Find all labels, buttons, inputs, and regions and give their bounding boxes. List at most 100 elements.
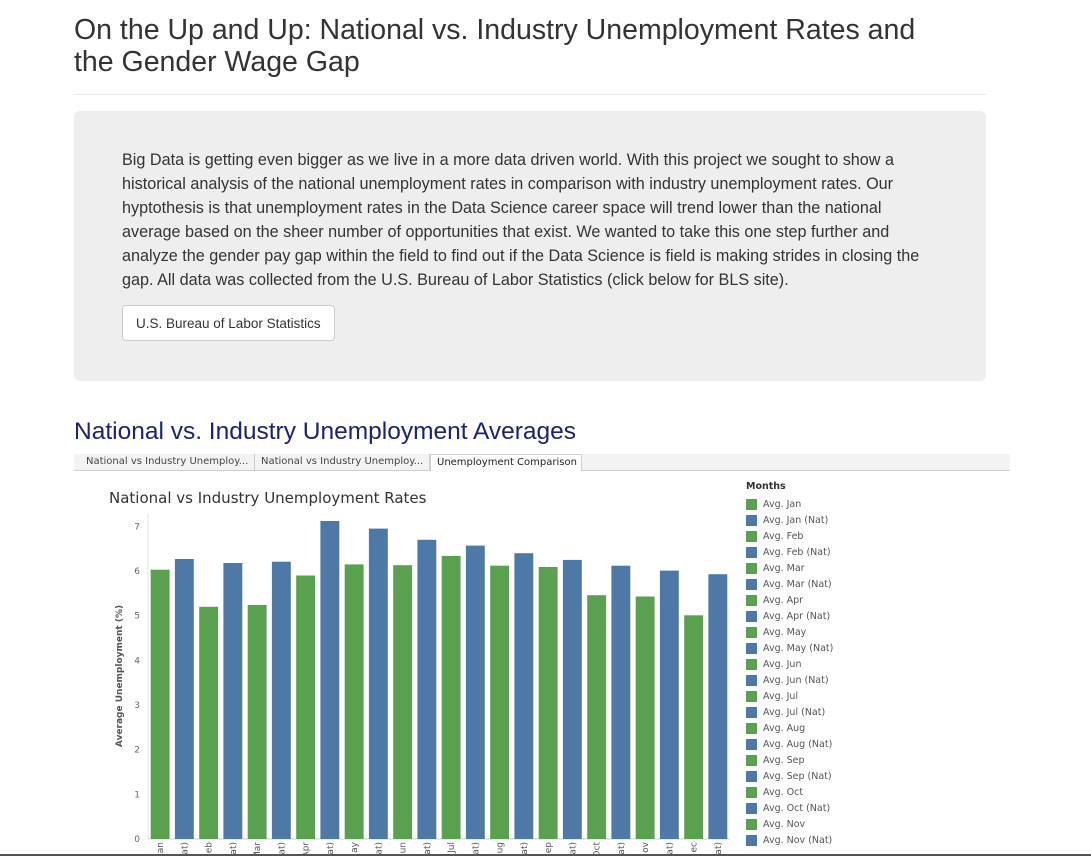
legend-label: Avg. May xyxy=(763,626,807,638)
bar xyxy=(368,528,388,839)
months-legend: Months Avg. Jan Avg. Jan (Nat) Avg. Feb Avg… xyxy=(746,481,946,848)
legend-swatch xyxy=(746,690,757,702)
legend-item[interactable]: Avg. Feb xyxy=(746,528,946,544)
bar xyxy=(538,567,558,839)
legend-label: Avg. Nov (Nat) xyxy=(763,834,833,846)
bar xyxy=(611,565,631,839)
legend-item[interactable]: Avg. Apr xyxy=(746,592,946,608)
x-tick-label: an xyxy=(156,842,166,853)
x-tick-label: ay xyxy=(350,841,360,853)
x-tick-label: at) xyxy=(326,842,336,855)
legend-item[interactable]: Avg. Nov xyxy=(746,816,946,832)
title-divider xyxy=(74,94,986,95)
legend-title: Months xyxy=(746,481,786,492)
legend-swatch xyxy=(746,530,757,542)
tab-unemployment-comparison[interactable]: Unemployment Comparison xyxy=(430,454,582,471)
x-tick-label: at) xyxy=(423,842,433,855)
x-tick-label: ov xyxy=(641,841,651,853)
legend-item[interactable]: Avg. Aug (Nat) xyxy=(746,736,946,752)
x-tick-label: Apr xyxy=(302,842,312,856)
legend-item[interactable]: Avg. Mar xyxy=(746,560,946,576)
y-tick-label: 1 xyxy=(134,790,140,800)
x-tick-label: Mar xyxy=(253,842,263,856)
legend-item[interactable]: Avg. May (Nat) xyxy=(746,640,946,656)
tableau-viz: National vs Industry Unemployment Rates … xyxy=(74,471,1010,856)
bar xyxy=(199,606,219,839)
x-tick-label: ec xyxy=(690,842,700,853)
x-tick-label: at) xyxy=(665,842,675,855)
legend-label: Avg. Oct xyxy=(763,786,804,798)
legend-item[interactable]: Avg. Aug xyxy=(746,720,946,736)
x-tick-label: ug xyxy=(496,842,506,853)
legend-swatch xyxy=(746,642,757,654)
legend-item[interactable]: Avg. Jul (Nat) xyxy=(746,704,946,720)
bar xyxy=(659,570,679,839)
bar xyxy=(223,563,243,839)
legend-label: Avg. Apr xyxy=(763,594,804,606)
legend-item[interactable]: Avg. Nov (Nat) xyxy=(746,832,946,848)
legend-item[interactable]: Avg. May xyxy=(746,624,946,640)
legend-swatch xyxy=(746,738,757,750)
x-tick-label: Jul xyxy=(447,842,457,854)
section-title: National vs. Industry Unemployment Avera… xyxy=(74,418,577,445)
legend-label: Avg. Jan xyxy=(763,498,802,510)
legend-label: Avg. Feb (Nat) xyxy=(763,546,831,558)
y-tick-label: 7 xyxy=(134,522,140,532)
bls-site-button[interactable]: U.S. Bureau of Labor Statistics xyxy=(122,305,335,341)
tableau-tab-bar: National vs Industry Unemploy... Nationa… xyxy=(74,454,1010,471)
legend-swatch xyxy=(746,802,757,814)
legend-item[interactable]: Avg. Sep (Nat) xyxy=(746,768,946,784)
legend-swatch xyxy=(746,610,757,622)
x-tick-label: at) xyxy=(520,842,530,855)
tab-national-vs-industry-2[interactable]: National vs Industry Unemploy... xyxy=(255,454,430,470)
legend-item[interactable]: Avg. Jun xyxy=(746,656,946,672)
legend-item[interactable]: Avg. Jun (Nat) xyxy=(746,672,946,688)
legend-item[interactable]: Avg. Oct xyxy=(746,784,946,800)
legend-swatch xyxy=(746,722,757,734)
intro-panel: Big Data is getting even bigger as we li… xyxy=(74,111,986,381)
legend-swatch xyxy=(746,834,757,846)
legend-label: Avg. Jun xyxy=(763,658,802,670)
legend-item[interactable]: Avg. Sep xyxy=(746,752,946,768)
x-tick-label: ep xyxy=(544,842,554,854)
legend-item[interactable]: Avg. Mar (Nat) xyxy=(746,576,946,592)
legend-swatch xyxy=(746,562,757,574)
y-tick-label: 0 xyxy=(134,835,140,845)
legend-label: Avg. May (Nat) xyxy=(763,642,834,654)
bar xyxy=(296,575,316,839)
bar xyxy=(587,595,607,839)
y-tick-label: 3 xyxy=(134,701,140,711)
legend-item[interactable]: Avg. Apr (Nat) xyxy=(746,608,946,624)
bottom-border xyxy=(0,854,1091,856)
legend-label: Avg. Mar (Nat) xyxy=(763,578,832,590)
legend-item[interactable]: Avg. Jul xyxy=(746,688,946,704)
y-tick-label: 5 xyxy=(134,612,140,622)
bar xyxy=(708,574,728,839)
x-tick-label: at) xyxy=(617,842,627,855)
x-tick-label: at) xyxy=(714,842,724,855)
intro-text: Big Data is getting even bigger as we li… xyxy=(122,151,920,289)
legend-swatch xyxy=(746,674,757,686)
legend-label: Avg. Sep xyxy=(763,754,805,766)
bar xyxy=(684,615,704,839)
legend-item[interactable]: Avg. Feb (Nat) xyxy=(746,544,946,560)
legend-label: Avg. Nov xyxy=(763,818,806,830)
bar xyxy=(441,555,461,839)
x-tick-label: at) xyxy=(374,842,384,855)
x-tick-label: eb xyxy=(205,842,215,854)
legend-swatch xyxy=(746,754,757,766)
x-tick-label: at) xyxy=(568,842,578,855)
x-tick-label: at) xyxy=(277,842,287,855)
legend-swatch xyxy=(746,786,757,798)
page-title: On the Up and Up: National vs. Industry … xyxy=(74,14,916,78)
tab-national-vs-industry-1[interactable]: National vs Industry Unemploy... xyxy=(80,454,255,470)
legend-item[interactable]: Avg. Jan (Nat) xyxy=(746,512,946,528)
x-tick-label: at) xyxy=(180,842,190,855)
x-tick-label: un xyxy=(399,842,409,853)
legend-label: Avg. Aug (Nat) xyxy=(763,738,833,750)
y-axis-label: Average Unemployment (%) xyxy=(115,605,125,747)
legend-swatch xyxy=(746,818,757,830)
bar xyxy=(271,561,291,839)
legend-item[interactable]: Avg. Jan xyxy=(746,496,946,512)
legend-item[interactable]: Avg. Oct (Nat) xyxy=(746,800,946,816)
